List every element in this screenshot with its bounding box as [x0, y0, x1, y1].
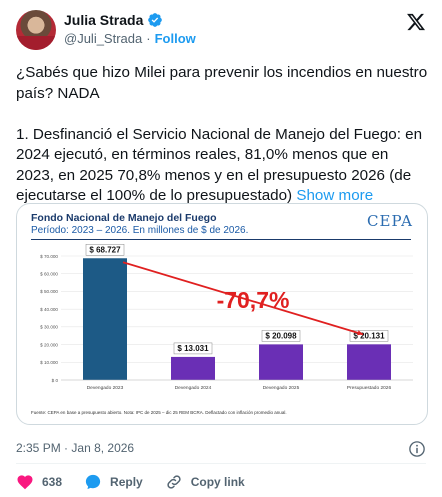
avatar[interactable]	[16, 10, 56, 50]
x-tick-label: Presupuestado 2026	[347, 385, 392, 391]
y-tick-label: $ 70.000	[40, 254, 58, 259]
reply-icon	[84, 473, 102, 491]
reply-button[interactable]: Reply	[84, 473, 143, 491]
bar	[171, 357, 215, 380]
verified-badge-icon	[147, 12, 163, 28]
data-label: $ 13.031	[177, 344, 209, 353]
bar	[347, 344, 391, 380]
like-button[interactable]: 638	[16, 473, 62, 491]
show-more-link[interactable]: Show more	[296, 187, 373, 204]
x-logo-icon[interactable]	[406, 12, 426, 32]
author-handle[interactable]: @Juli_Strada	[64, 31, 142, 46]
x-tick-label: Devengado 2023	[87, 385, 124, 391]
tweet-actions: 638 Reply Copy link	[16, 470, 267, 494]
handle-row: @Juli_Strada · Follow	[64, 31, 196, 46]
x-tick-label: Devengado 2024	[175, 385, 212, 391]
change-annotation: -70,7%	[217, 287, 290, 313]
y-tick-label: $ 10.000	[40, 360, 58, 365]
tweet-date: Jan 8, 2026	[71, 441, 134, 455]
y-tick-label: $ 40.000	[40, 307, 58, 312]
copy-link-label: Copy link	[191, 475, 245, 489]
y-tick-label: $ 60.000	[40, 272, 58, 277]
divider	[16, 463, 426, 464]
bar-chart: $ 0 $ 10.000 $ 20.000 $ 30.000 $ 40.000 $ 50.…	[17, 204, 428, 425]
heart-icon	[16, 473, 34, 491]
y-tick-label: $ 30.000	[40, 325, 58, 330]
data-label: $ 68.727	[89, 245, 121, 254]
tweet-timestamp[interactable]: 2:35 PM · Jan 8, 2026	[16, 441, 134, 455]
timestamp-separator: ·	[64, 441, 68, 455]
tweet-header: Julia Strada @Juli_Strada · Follow	[0, 0, 442, 60]
handle-separator: ·	[146, 31, 150, 46]
author-name[interactable]: Julia Strada	[64, 12, 143, 28]
author-name-row[interactable]: Julia Strada	[64, 12, 163, 28]
reply-label: Reply	[110, 475, 143, 489]
chart-source-note: Fuente: CEPA en base a presupuesto abier…	[31, 410, 411, 415]
y-tick-label: $ 50.000	[40, 289, 58, 294]
tweet-paragraph-2: 1. Desfinanció el Servicio Nacional de M…	[16, 125, 428, 207]
link-icon	[165, 473, 183, 491]
tweet-paragraph-1: ¿Sabés que hizo Milei para prevenir los …	[16, 63, 428, 104]
like-count: 638	[42, 475, 62, 489]
bar	[83, 258, 127, 380]
bar	[259, 344, 303, 380]
follow-button[interactable]: Follow	[155, 31, 196, 46]
copy-link-button[interactable]: Copy link	[165, 473, 245, 491]
data-label: $ 20.098	[265, 331, 297, 340]
y-tick-label: $ 0	[52, 378, 59, 383]
tweet-time: 2:35 PM	[16, 441, 61, 455]
tweet-media-chart[interactable]: Fondo Nacional de Manejo del Fuego Perío…	[16, 203, 428, 425]
x-tick-label: Devengado 2025	[263, 385, 300, 391]
y-tick-label: $ 20.000	[40, 342, 58, 347]
info-icon[interactable]	[408, 440, 426, 458]
